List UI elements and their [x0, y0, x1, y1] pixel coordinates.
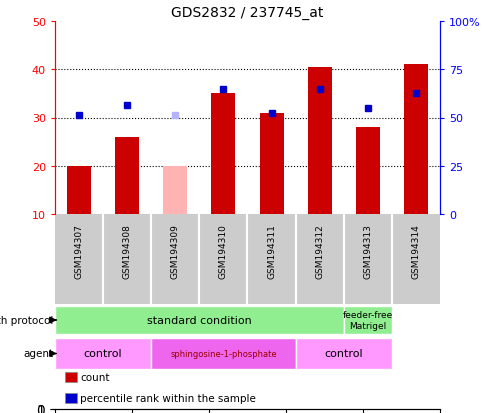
Text: GSM194313: GSM194313: [363, 223, 372, 278]
Bar: [67, 166, 91, 214]
Text: percentile rank within the sample: percentile rank within the sample: [80, 393, 256, 403]
Bar: [295, 338, 391, 369]
Text: GSM194314: GSM194314: [410, 223, 420, 278]
Text: GSM194309: GSM194309: [170, 223, 180, 278]
Bar: [55, 306, 343, 335]
Text: control: control: [84, 349, 122, 358]
Text: GSM194310: GSM194310: [218, 223, 227, 278]
Bar: [343, 306, 391, 335]
Text: count: count: [80, 372, 109, 382]
Bar: [355, 128, 379, 214]
Text: control: control: [324, 349, 363, 358]
Bar: [115, 138, 139, 214]
Text: GSM194312: GSM194312: [315, 223, 323, 278]
Bar: [151, 338, 295, 369]
Text: feeder-free
Matrigel: feeder-free Matrigel: [342, 311, 392, 330]
Text: sphingosine-1-phosphate: sphingosine-1-phosphate: [170, 349, 276, 358]
Text: standard condition: standard condition: [147, 315, 251, 325]
Text: agent: agent: [23, 349, 53, 358]
Bar: [55, 338, 151, 369]
Text: growth protocol: growth protocol: [0, 315, 53, 325]
Text: GSM194307: GSM194307: [75, 223, 83, 278]
Bar: [403, 65, 427, 214]
Title: GDS2832 / 237745_at: GDS2832 / 237745_at: [171, 5, 323, 19]
Bar: [307, 68, 331, 214]
Text: GSM194311: GSM194311: [267, 223, 275, 278]
Bar: [163, 166, 187, 214]
Bar: [259, 114, 283, 214]
Text: GSM194308: GSM194308: [122, 223, 132, 278]
Bar: [211, 94, 235, 214]
